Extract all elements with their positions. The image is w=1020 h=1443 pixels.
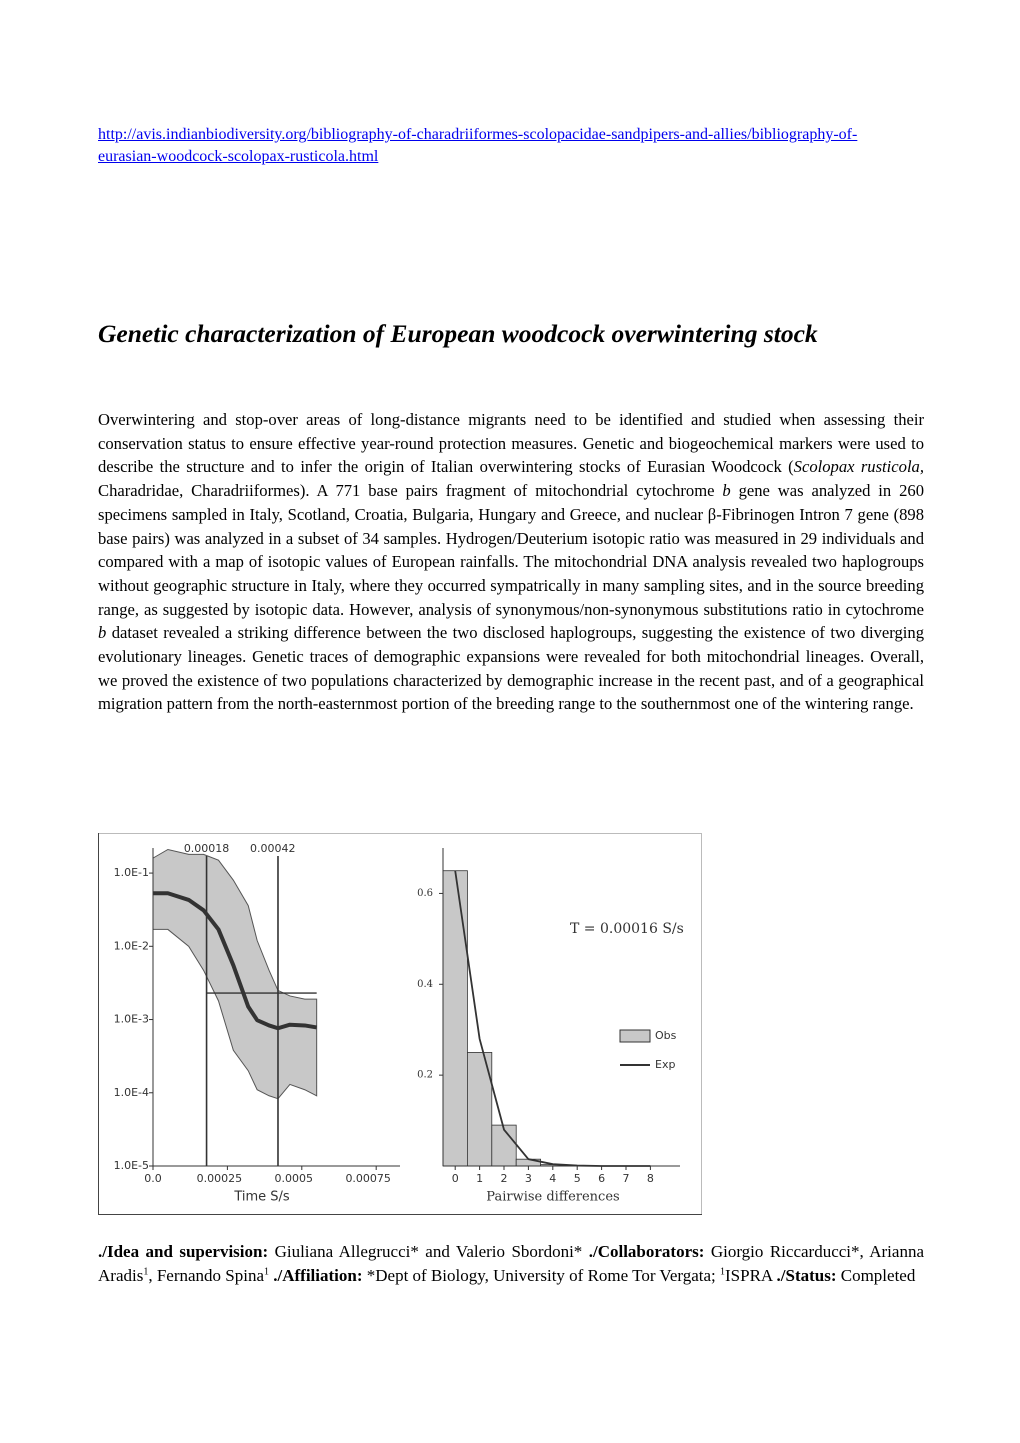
y-tick-label: 0.2 (417, 1070, 433, 1081)
bar (442, 870, 468, 1167)
text: Completed (836, 1266, 916, 1285)
y-tick-label: 1.0E-5 (114, 1159, 149, 1172)
superscript: 1 (143, 1266, 149, 1278)
x-tick-label: 8 (647, 1172, 654, 1185)
x-tick-label: 0.0 (144, 1172, 162, 1185)
text: *Dept of Biology, University of Rome Tor… (362, 1266, 721, 1285)
reference-label: 0.00042 (250, 842, 296, 855)
figure: 0.00018 0.00042 1.0E-1 1.0E-2 1.0E-3 1.0E-4 1.… (98, 833, 702, 1215)
x-tick-label: 0 (452, 1172, 459, 1185)
x-tick-label: 7 (623, 1172, 630, 1185)
y-tick-label: 1.0E-2 (114, 939, 149, 952)
abstract: Overwintering and stop-over areas of lon… (98, 408, 924, 716)
text: Charadridae, Charadriiformes). A 771 bas… (98, 481, 723, 501)
text: Giuliana Allegrucci* and Valerio Sbordon… (268, 1242, 589, 1261)
text: Overwintering and stop-over areas of lon… (98, 410, 924, 477)
bar (491, 1124, 517, 1167)
label: ./Collaborators: (588, 1242, 705, 1261)
text: gene was analyzed in 260 specimens sampl… (98, 481, 924, 619)
credits: ./Idea and supervision: Giuliana Allegru… (98, 1240, 924, 1288)
x-tick-label: 0.00075 (345, 1172, 391, 1185)
article-title: Genetic characterization of European woo… (98, 319, 818, 348)
label: ./Affiliation: (269, 1266, 363, 1285)
legend-label: Obs (655, 1029, 677, 1042)
x-tick-label: 4 (549, 1172, 556, 1185)
y-tick-label: 0.4 (417, 979, 433, 990)
superscript: 1 (264, 1266, 270, 1278)
y-tick-label: 1.0E-1 (114, 866, 149, 879)
legend-swatch (619, 1029, 651, 1043)
x-tick-label: 2 (501, 1172, 508, 1185)
superscript: 1 (720, 1266, 726, 1278)
x-tick-label: 5 (574, 1172, 581, 1185)
y-tick-label: 0.6 (417, 888, 433, 899)
text: ISPRA (725, 1266, 777, 1285)
x-axis-label: Pairwise differences (486, 1190, 619, 1205)
source-link[interactable]: http://avis.indianbiodiversity.org/bibli… (98, 126, 858, 165)
legend-label: Exp (655, 1058, 675, 1071)
x-tick-label: 6 (598, 1172, 605, 1185)
x-tick-label: 0.0005 (275, 1172, 314, 1185)
x-tick-label: 3 (525, 1172, 532, 1185)
label: ./Status: (776, 1266, 837, 1285)
annotation: T = 0.00016 S/s (570, 921, 684, 937)
x-tick-label: 1 (476, 1172, 483, 1185)
x-axis-label: Time S/s (233, 1190, 290, 1205)
italic-text: b (722, 481, 731, 501)
italic-text: b (98, 623, 107, 643)
italic-text: Scolopax rusticola, (793, 457, 924, 477)
y-tick-label: 1.0E-3 (114, 1013, 149, 1026)
label: ./Idea and supervision: (98, 1242, 269, 1261)
x-tick-label: 0.00025 (197, 1172, 243, 1185)
y-tick-label: 1.0E-4 (114, 1086, 149, 1099)
median-line (153, 891, 318, 1031)
text: dataset revealed a striking difference b… (98, 623, 924, 714)
reference-label: 0.00018 (184, 842, 230, 855)
text: , Fernando Spina (148, 1266, 265, 1285)
text: Giorgio Riccarducci*, Arianna Aradis (98, 1242, 924, 1285)
